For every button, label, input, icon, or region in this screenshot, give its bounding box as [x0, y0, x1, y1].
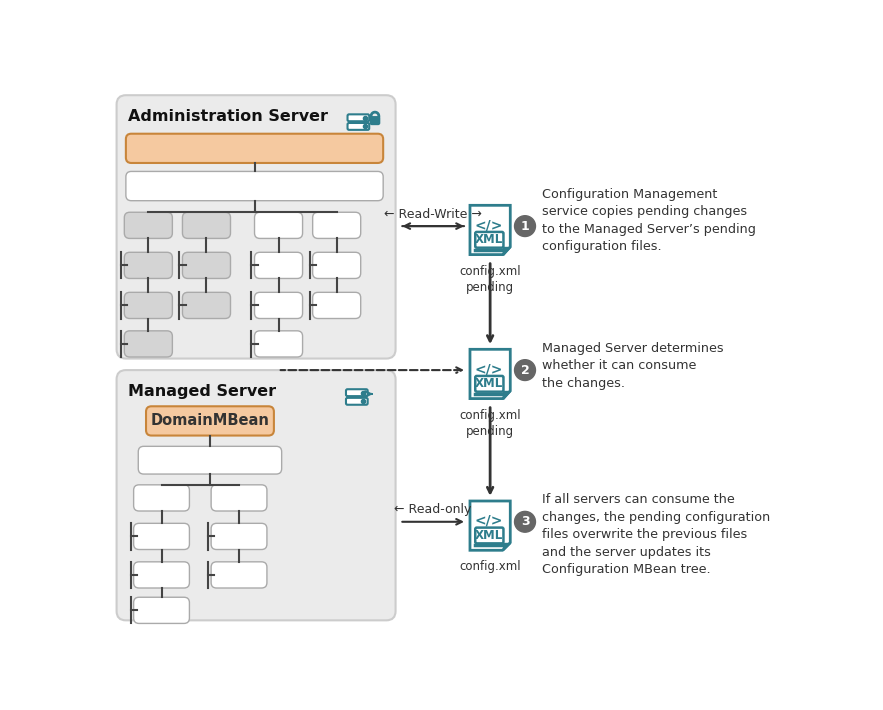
FancyBboxPatch shape [475, 528, 503, 543]
Polygon shape [470, 205, 510, 255]
Polygon shape [470, 501, 510, 550]
Text: config.xml
pending: config.xml pending [459, 408, 521, 437]
Text: Administration Server: Administration Server [128, 109, 328, 124]
Text: 1: 1 [521, 219, 530, 233]
FancyBboxPatch shape [133, 562, 190, 588]
Text: </>: </> [474, 362, 502, 376]
FancyBboxPatch shape [370, 116, 380, 124]
FancyBboxPatch shape [126, 171, 383, 201]
FancyBboxPatch shape [183, 252, 230, 278]
Text: XML: XML [475, 529, 503, 542]
Text: Configuration Management
service copies pending changes
to the Managed Server’s : Configuration Management service copies … [542, 187, 756, 253]
FancyBboxPatch shape [133, 523, 190, 550]
FancyBboxPatch shape [313, 212, 360, 239]
FancyBboxPatch shape [254, 252, 303, 278]
Text: </>: </> [474, 218, 502, 232]
Text: 3: 3 [521, 515, 529, 528]
Circle shape [515, 360, 535, 381]
Text: Managed Server determines
whether it can consume
the changes.: Managed Server determines whether it can… [542, 342, 724, 390]
FancyBboxPatch shape [125, 252, 172, 278]
FancyBboxPatch shape [254, 293, 303, 319]
FancyBboxPatch shape [133, 597, 190, 623]
FancyBboxPatch shape [183, 212, 230, 239]
FancyBboxPatch shape [125, 212, 172, 239]
FancyBboxPatch shape [346, 389, 367, 396]
FancyBboxPatch shape [211, 523, 267, 550]
Circle shape [515, 216, 535, 236]
FancyBboxPatch shape [211, 485, 267, 511]
FancyBboxPatch shape [254, 331, 303, 357]
FancyBboxPatch shape [475, 232, 503, 248]
FancyBboxPatch shape [139, 447, 282, 474]
FancyBboxPatch shape [346, 398, 367, 405]
Text: Managed Server: Managed Server [128, 384, 276, 399]
FancyBboxPatch shape [254, 212, 303, 239]
FancyBboxPatch shape [117, 95, 396, 359]
FancyBboxPatch shape [348, 114, 369, 121]
Text: ← Read-only: ← Read-only [395, 503, 472, 516]
Polygon shape [502, 391, 510, 398]
FancyBboxPatch shape [313, 252, 360, 278]
Text: </>: </> [474, 514, 502, 528]
Text: XML: XML [475, 234, 503, 246]
FancyBboxPatch shape [313, 293, 360, 319]
FancyBboxPatch shape [146, 406, 274, 435]
Circle shape [515, 511, 535, 532]
FancyBboxPatch shape [117, 370, 396, 621]
Polygon shape [502, 247, 510, 255]
FancyBboxPatch shape [211, 562, 267, 588]
Text: DomainMBean: DomainMBean [150, 413, 269, 428]
Text: If all servers can consume the
changes, the pending configuration
files overwrit: If all servers can consume the changes, … [542, 493, 770, 577]
FancyBboxPatch shape [125, 331, 172, 357]
Text: XML: XML [475, 377, 503, 391]
Text: ← Read-Write →: ← Read-Write → [384, 208, 482, 221]
FancyBboxPatch shape [133, 485, 190, 511]
FancyBboxPatch shape [348, 123, 369, 130]
Text: 2: 2 [521, 364, 530, 376]
FancyBboxPatch shape [125, 293, 172, 319]
FancyBboxPatch shape [126, 133, 383, 163]
FancyBboxPatch shape [475, 376, 503, 392]
Text: config.xml: config.xml [459, 560, 521, 573]
FancyBboxPatch shape [183, 293, 230, 319]
Text: config.xml
pending: config.xml pending [459, 265, 521, 294]
Polygon shape [502, 542, 510, 550]
Polygon shape [470, 349, 510, 398]
